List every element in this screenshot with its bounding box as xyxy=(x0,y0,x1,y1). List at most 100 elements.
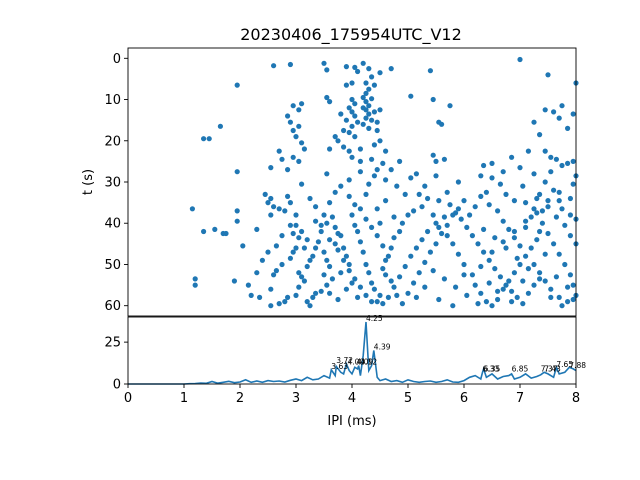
scatter-point xyxy=(276,301,282,307)
scatter-point xyxy=(475,241,481,247)
scatter-point xyxy=(369,156,375,162)
scatter-point xyxy=(531,171,537,177)
histogram-x-tick-label: 1 xyxy=(180,391,188,406)
scatter-point xyxy=(444,222,450,228)
scatter-point xyxy=(371,286,377,292)
scatter-point xyxy=(245,282,251,288)
scatter-point xyxy=(352,276,358,282)
scatter-point xyxy=(500,286,506,292)
scatter-point xyxy=(520,278,526,284)
scatter-point xyxy=(290,127,296,134)
scatter-point xyxy=(318,228,324,235)
scatter-point xyxy=(321,212,327,218)
scatter-point xyxy=(374,233,380,239)
scatter-point xyxy=(408,253,414,259)
scatter-point xyxy=(556,251,562,257)
scatter-point xyxy=(542,251,548,257)
scatter-point xyxy=(374,206,380,212)
scatter-point xyxy=(399,301,405,307)
scatter-point xyxy=(343,117,349,123)
scatter-point xyxy=(565,299,571,305)
scatter-point xyxy=(517,56,523,63)
scatter-point xyxy=(231,278,237,284)
histogram-peak-label: 4.12 xyxy=(360,358,377,367)
scatter-y-tick-label: 30 xyxy=(104,176,121,191)
scatter-point xyxy=(296,284,302,290)
scatter-point xyxy=(556,294,562,300)
scatter-point xyxy=(483,299,489,305)
scatter-point xyxy=(223,230,229,237)
scatter-point xyxy=(341,257,347,263)
scatter-point xyxy=(570,158,576,164)
histogram-peak-label: 6.33 xyxy=(483,364,500,373)
scatter-point xyxy=(413,171,419,177)
scatter-point xyxy=(542,148,548,154)
scatter-point xyxy=(321,272,327,278)
scatter-point xyxy=(363,90,369,96)
scatter-point xyxy=(481,162,487,169)
scatter-point xyxy=(343,64,349,70)
scatter-point xyxy=(369,96,375,102)
scatter-point xyxy=(327,263,333,270)
scatter-point xyxy=(285,167,291,173)
scatter-point xyxy=(363,115,369,121)
scatter-point xyxy=(511,198,517,204)
scatter-point xyxy=(453,284,459,290)
scatter-point xyxy=(234,82,240,88)
scatter-point xyxy=(366,181,372,187)
scatter-point xyxy=(450,303,456,309)
scatter-point xyxy=(380,160,386,166)
scatter-point xyxy=(352,222,358,228)
scatter-point xyxy=(397,158,403,164)
scatter-point xyxy=(545,72,551,78)
scatter-point xyxy=(338,270,344,276)
scatter-point xyxy=(430,212,436,218)
histogram-peak-label: 4.09 xyxy=(357,358,374,367)
scatter-point xyxy=(528,214,534,220)
scatter-point xyxy=(189,206,195,212)
scatter-point xyxy=(537,132,543,138)
scatter-point xyxy=(408,93,414,99)
scatter-points xyxy=(189,56,579,309)
scatter-point xyxy=(341,144,347,150)
scatter-point xyxy=(318,288,324,294)
scatter-point xyxy=(290,249,296,255)
scatter-point xyxy=(559,206,565,212)
scatter-point xyxy=(492,235,498,241)
scatter-point xyxy=(332,189,338,195)
scatter-point xyxy=(307,257,313,263)
scatter-point xyxy=(391,284,397,290)
scatter-point xyxy=(321,249,327,255)
scatter-point xyxy=(534,237,540,243)
histogram-x-tick-label: 5 xyxy=(404,391,412,406)
scatter-point xyxy=(419,204,425,210)
scatter-point xyxy=(402,191,408,197)
scatter-point xyxy=(327,290,333,296)
scatter-point xyxy=(315,239,321,245)
scatter-point xyxy=(360,60,366,66)
scatter-point xyxy=(360,105,366,111)
scatter-point xyxy=(486,280,492,286)
histogram-y-ticks: 0 25 xyxy=(104,336,128,393)
scatter-point xyxy=(492,266,498,272)
scatter-point xyxy=(495,296,501,303)
scatter-point xyxy=(366,86,372,92)
scatter-point xyxy=(565,284,571,290)
scatter-point xyxy=(439,230,445,237)
scatter-point xyxy=(394,292,400,298)
scatter-y-axis-label: t (s) xyxy=(81,169,96,195)
scatter-point xyxy=(559,103,565,109)
scatter-point xyxy=(374,167,380,173)
scatter-point xyxy=(495,208,501,214)
histogram-x-tick-label: 6 xyxy=(460,391,468,406)
scatter-point xyxy=(234,169,240,175)
scatter-point xyxy=(562,222,568,228)
histogram-peak-label: 7.37 xyxy=(541,364,558,373)
scatter-point xyxy=(388,245,394,251)
scatter-point xyxy=(363,191,369,197)
scatter-point xyxy=(570,111,576,117)
scatter-point xyxy=(539,208,546,214)
scatter-point xyxy=(413,294,419,300)
scatter-point xyxy=(324,94,330,101)
scatter-point xyxy=(327,200,333,206)
